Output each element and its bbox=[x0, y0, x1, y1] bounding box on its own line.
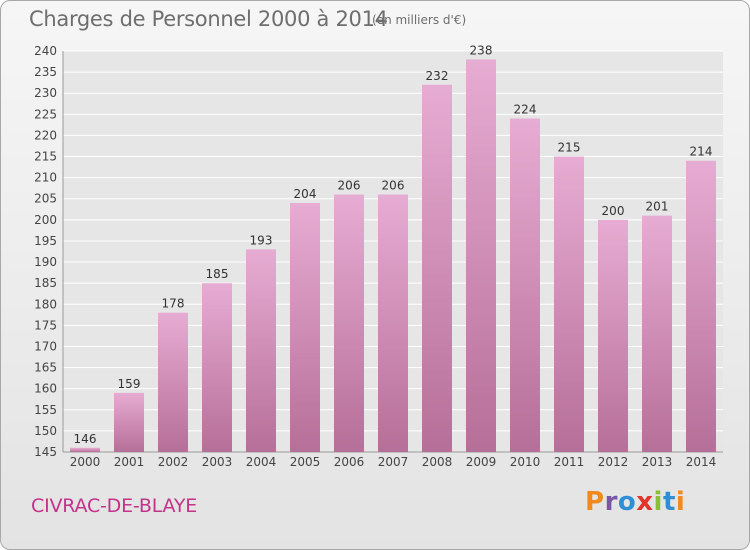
x-tick-label: 2003 bbox=[202, 455, 233, 469]
logo-letter: i bbox=[675, 487, 686, 517]
y-tick-label: 160 bbox=[34, 382, 57, 396]
data-label: 159 bbox=[118, 377, 141, 391]
data-label: 185 bbox=[206, 267, 229, 281]
data-label: 206 bbox=[338, 179, 361, 193]
x-tick-label: 2014 bbox=[686, 455, 717, 469]
x-tick-label: 2011 bbox=[554, 455, 585, 469]
bar bbox=[334, 194, 364, 452]
logo-letter: r bbox=[604, 487, 618, 517]
bar bbox=[598, 219, 628, 452]
y-tick-label: 195 bbox=[34, 234, 57, 248]
bar bbox=[158, 312, 188, 452]
data-label: 201 bbox=[646, 200, 669, 214]
y-tick-label: 210 bbox=[34, 171, 57, 185]
data-label: 146 bbox=[74, 432, 97, 446]
y-tick-label: 225 bbox=[34, 107, 57, 121]
y-tick-label: 190 bbox=[34, 255, 57, 269]
y-tick-label: 205 bbox=[34, 192, 57, 206]
data-label: 178 bbox=[162, 297, 185, 311]
data-label: 214 bbox=[690, 145, 713, 159]
y-tick-label: 155 bbox=[34, 403, 57, 417]
y-tick-label: 165 bbox=[34, 361, 57, 375]
y-tick-label: 145 bbox=[34, 445, 57, 459]
y-tick-label: 235 bbox=[34, 65, 57, 79]
bar bbox=[686, 160, 716, 452]
chart-title: Charges de Personnel 2000 à 2014 bbox=[29, 7, 388, 31]
logo-letter: o bbox=[617, 487, 637, 517]
y-tick-label: 200 bbox=[34, 213, 57, 227]
logo-letter: i bbox=[653, 487, 663, 517]
x-tick-label: 2010 bbox=[510, 455, 541, 469]
x-tick-label: 2006 bbox=[334, 455, 365, 469]
data-label: 204 bbox=[294, 187, 317, 201]
y-tick-label: 175 bbox=[34, 318, 57, 332]
data-label: 193 bbox=[250, 233, 273, 247]
chart-subtitle: (en milliers d'€) bbox=[372, 13, 467, 27]
x-tick-label: 2002 bbox=[158, 455, 189, 469]
data-label: 200 bbox=[602, 204, 625, 218]
y-tick-label: 230 bbox=[34, 86, 57, 100]
commune-name: CIVRAC-DE-BLAYE bbox=[31, 495, 198, 517]
logo-letter: x bbox=[636, 487, 654, 517]
x-tick-label: 2012 bbox=[598, 455, 629, 469]
logo-letter: P bbox=[585, 487, 605, 517]
bar bbox=[202, 283, 232, 452]
x-tick-label: 2007 bbox=[378, 455, 409, 469]
bar bbox=[246, 249, 276, 452]
y-tick-label: 215 bbox=[34, 150, 57, 164]
logo-letter: t bbox=[662, 487, 676, 517]
data-label: 215 bbox=[558, 141, 581, 155]
y-tick-label: 220 bbox=[34, 128, 57, 142]
y-tick-label: 240 bbox=[34, 44, 57, 58]
bar bbox=[114, 392, 144, 452]
data-label: 238 bbox=[470, 43, 493, 57]
proxiti-logo[interactable]: Proxiti bbox=[585, 487, 685, 517]
y-tick-label: 150 bbox=[34, 424, 57, 438]
data-label: 206 bbox=[382, 179, 405, 193]
plot-area: 145 150 155 160 165 170 175 180 185 190 195 200 205 2… bbox=[34, 43, 723, 469]
bar bbox=[554, 156, 584, 453]
bar bbox=[70, 447, 100, 452]
bar bbox=[642, 215, 672, 452]
x-tick-label: 2013 bbox=[642, 455, 673, 469]
x-tick-label: 2008 bbox=[422, 455, 453, 469]
y-tick-label: 185 bbox=[34, 276, 57, 290]
y-tick-label: 170 bbox=[34, 339, 57, 353]
x-tick-label: 2005 bbox=[290, 455, 321, 469]
data-label: 232 bbox=[426, 69, 449, 83]
y-tick-label: 180 bbox=[34, 297, 57, 311]
x-tick-label: 2004 bbox=[246, 455, 277, 469]
bar bbox=[510, 118, 540, 453]
bar bbox=[290, 202, 320, 452]
x-tick-label: 2009 bbox=[466, 455, 497, 469]
x-tick-label: 2000 bbox=[70, 455, 101, 469]
bar bbox=[466, 59, 496, 452]
x-tick-label: 2001 bbox=[114, 455, 145, 469]
data-label: 224 bbox=[514, 103, 537, 117]
bar bbox=[378, 194, 408, 452]
bar bbox=[422, 84, 452, 452]
